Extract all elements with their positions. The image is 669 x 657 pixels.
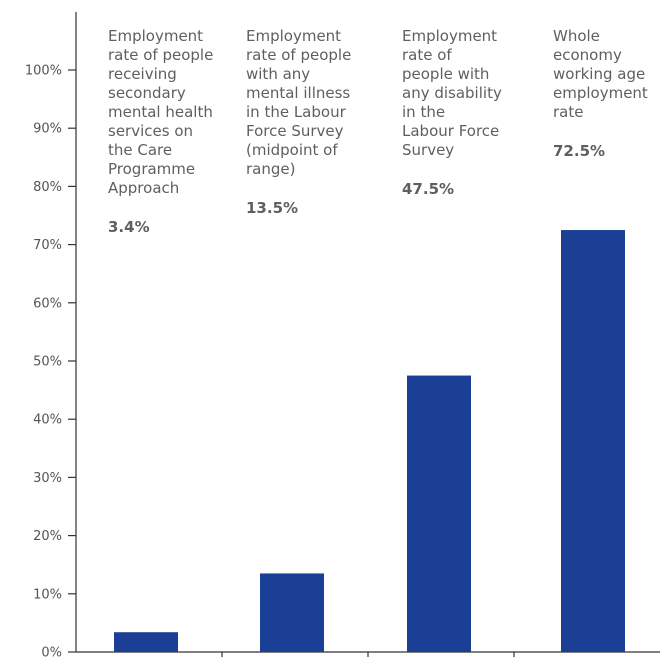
y-tick-label: 20% (33, 529, 62, 544)
y-tick-label: 50% (33, 355, 62, 370)
y-axis-ticks: 0% 10% 20% 30% 40% 50% 60% 70% 80% 90% 100% (25, 64, 76, 657)
bar (407, 375, 471, 652)
value-label: 13.5% (246, 199, 299, 217)
category-label: Employment rate of people with any mental i… (246, 27, 352, 178)
category-label: Whole economy working age employment rate (553, 27, 648, 121)
bar (260, 573, 324, 652)
y-tick-label: 40% (33, 413, 62, 428)
category-label: Employment rate of people receiving seconda… (108, 27, 214, 197)
y-tick-label: 60% (33, 296, 62, 311)
value-label: 3.4% (108, 218, 150, 236)
y-tick-label: 70% (33, 238, 62, 253)
category-label: Employment rate of people with any disabili… (402, 27, 502, 159)
bars (114, 230, 625, 653)
bar (114, 632, 178, 652)
y-tick-label: 100% (25, 64, 62, 79)
value-label: 47.5% (402, 180, 455, 198)
y-tick-label: 80% (33, 180, 62, 195)
y-tick-label: 10% (33, 587, 62, 602)
bar (561, 230, 625, 653)
y-tick-label: 0% (41, 646, 62, 657)
y-tick-label: 30% (33, 471, 62, 486)
y-tick-label: 90% (33, 122, 62, 137)
value-label: 72.5% (553, 142, 606, 160)
